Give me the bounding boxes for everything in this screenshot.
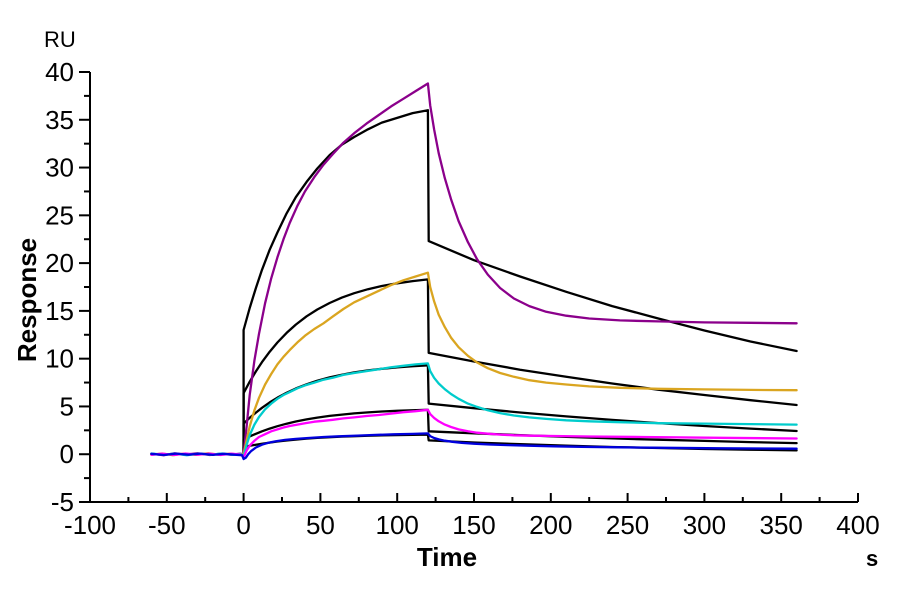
y-tick-label: 30	[45, 153, 74, 183]
y-axis-title: Response	[12, 238, 42, 362]
concentration-5-data-curve	[150, 432, 798, 461]
x-tick-label: 250	[606, 510, 649, 540]
y-tick-label: 20	[45, 248, 74, 278]
y-tick-label: 10	[45, 344, 74, 374]
concentration-2-fit-curve	[150, 278, 798, 456]
x-tick-label: 0	[236, 510, 250, 540]
concentration-2-data-curve	[150, 271, 798, 457]
x-tick-label: 200	[529, 510, 572, 540]
axes-layer: -100 -50 0 50 100 150 200 250 300 350 400-50510152…	[45, 57, 880, 540]
x-tick-label: 400	[836, 510, 879, 540]
concentration-1-fit-curve	[150, 109, 798, 456]
y-tick-label: 0	[60, 439, 74, 469]
x-tick-label: 150	[452, 510, 495, 540]
x-tick-label: 100	[376, 510, 419, 540]
y-tick-label: 15	[45, 296, 74, 326]
x-tick-label: 350	[760, 510, 803, 540]
series-layer	[150, 82, 798, 461]
y-tick-label: 25	[45, 200, 74, 230]
y-tick-label: 35	[45, 105, 74, 135]
y-unit-label: RU	[44, 27, 76, 52]
y-tick-label: 40	[45, 57, 74, 87]
x-unit-label: s	[866, 546, 878, 571]
x-axis-title: Time	[417, 542, 477, 572]
x-tick-label: -100	[64, 510, 116, 540]
x-tick-label: -50	[148, 510, 186, 540]
y-tick-label: -5	[51, 487, 74, 517]
y-tick-label: 5	[60, 391, 74, 421]
x-tick-label: 50	[306, 510, 335, 540]
x-tick-label: 300	[683, 510, 726, 540]
concentration-1-data-curve	[150, 82, 798, 457]
